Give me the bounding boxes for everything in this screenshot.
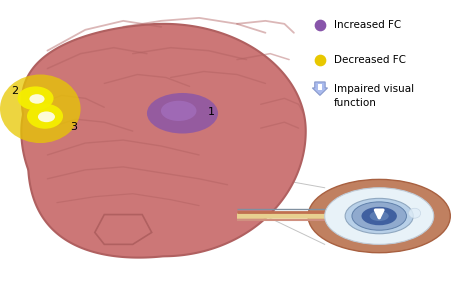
Text: function: function (334, 98, 377, 108)
FancyArrow shape (312, 82, 328, 95)
FancyArrow shape (318, 84, 322, 90)
Ellipse shape (352, 202, 407, 230)
Point (316, 57, 324, 62)
Ellipse shape (147, 93, 218, 134)
Ellipse shape (27, 104, 63, 129)
Ellipse shape (325, 188, 434, 244)
Ellipse shape (409, 208, 420, 218)
Ellipse shape (161, 101, 196, 121)
Ellipse shape (18, 86, 54, 110)
Point (316, 23, 324, 28)
Text: Impaired visual: Impaired visual (334, 84, 414, 94)
Text: Increased FC: Increased FC (334, 20, 401, 30)
Ellipse shape (308, 179, 450, 253)
Ellipse shape (29, 94, 45, 104)
Text: 1: 1 (208, 107, 214, 117)
Polygon shape (95, 215, 152, 244)
Ellipse shape (38, 111, 55, 122)
Text: 3: 3 (70, 122, 77, 132)
Ellipse shape (370, 211, 389, 221)
Ellipse shape (362, 207, 397, 225)
Text: Decreased FC: Decreased FC (334, 55, 406, 65)
Ellipse shape (0, 74, 81, 143)
Ellipse shape (345, 198, 413, 234)
Text: 2: 2 (11, 86, 19, 96)
Polygon shape (21, 24, 306, 257)
